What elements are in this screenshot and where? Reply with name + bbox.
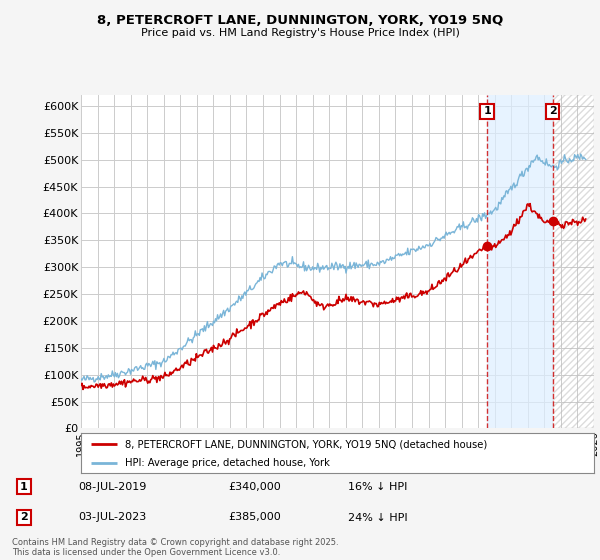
Text: 1: 1 [483,106,491,116]
Text: 1: 1 [20,482,28,492]
Text: 03-JUL-2023: 03-JUL-2023 [78,512,146,522]
Text: Contains HM Land Registry data © Crown copyright and database right 2025.
This d: Contains HM Land Registry data © Crown c… [12,538,338,557]
Text: 24% ↓ HPI: 24% ↓ HPI [348,512,407,522]
Text: 8, PETERCROFT LANE, DUNNINGTON, YORK, YO19 5NQ (detached house): 8, PETERCROFT LANE, DUNNINGTON, YORK, YO… [125,439,487,449]
Text: HPI: Average price, detached house, York: HPI: Average price, detached house, York [125,458,329,468]
Text: 2: 2 [549,106,557,116]
Text: 2: 2 [20,512,28,522]
Text: 08-JUL-2019: 08-JUL-2019 [78,482,146,492]
Text: Price paid vs. HM Land Registry's House Price Index (HPI): Price paid vs. HM Land Registry's House … [140,28,460,38]
Bar [553,95,594,428]
Text: 16% ↓ HPI: 16% ↓ HPI [348,482,407,492]
Bar [487,95,553,428]
Bar [553,95,594,428]
Text: 8, PETERCROFT LANE, DUNNINGTON, YORK, YO19 5NQ: 8, PETERCROFT LANE, DUNNINGTON, YORK, YO… [97,14,503,27]
Text: £340,000: £340,000 [228,482,281,492]
Text: £385,000: £385,000 [228,512,281,522]
